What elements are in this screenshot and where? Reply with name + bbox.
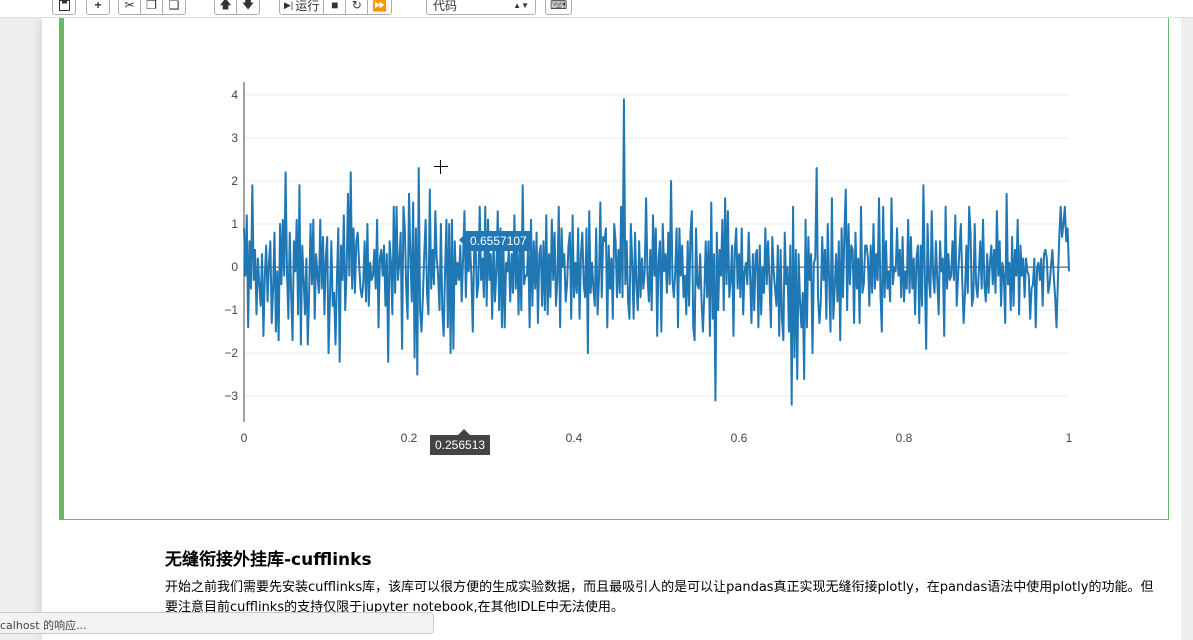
notebook-page: −3 −2 −1 0 1 2 3 4 0 0.2 0.4 0.6 0.8 1 0.6557107 0.2… (42, 18, 1181, 640)
notebook-toolbar: + ✂ ❐ ❏ 🡅 🡇 ▶| 运行 ■ ↻ ⏩ 代码 ▲▼ ⌨ (0, 0, 1193, 18)
command-palette-button[interactable]: ⌨ (546, 0, 571, 14)
scissors-icon: ✂ (124, 0, 135, 12)
move-down-button[interactable]: 🡇 (237, 0, 259, 14)
y-tick-label: 0 (231, 260, 238, 274)
chart-grid (244, 94, 1069, 397)
hover-y-value-label: 0.6557107 (465, 231, 532, 251)
line-chart[interactable]: −3 −2 −1 0 1 2 3 4 0 0.2 0.4 0.6 0.8 1 (64, 18, 1164, 518)
x-tick-label: 0 (241, 431, 248, 445)
markdown-heading: 无缝衔接外挂库-cufflinks (165, 550, 372, 570)
step-forward-icon: ▶| (284, 0, 294, 10)
hover-x-arrow (458, 429, 470, 435)
keyboard-button-group: ⌨ (545, 0, 573, 15)
cell-type-select[interactable]: 代码 ▲▼ (426, 0, 536, 15)
plus-icon: + (94, 0, 102, 12)
y-tick-label: −2 (224, 346, 238, 360)
y-tick-label: 4 (231, 88, 238, 102)
x-tick-label: 0.8 (896, 431, 913, 445)
y-tick-label: −1 (224, 303, 238, 317)
paste-icon: ❏ (168, 0, 180, 12)
move-button-group: 🡅 🡇 (214, 0, 260, 15)
restart-icon: ↻ (351, 0, 362, 12)
page-scrollbar[interactable] (1181, 18, 1193, 640)
keyboard-icon: ⌨ (550, 0, 568, 12)
run-button-label: 运行 (295, 0, 320, 13)
markdown-paragraph: 开始之前我们需要先安装cufflinks库，该库可以很方便的生成实验数据，而且最… (165, 580, 1154, 615)
fast-forward-icon: ⏩ (372, 0, 388, 12)
restart-button[interactable]: ↻ (346, 0, 369, 14)
browser-status-bar: calhost 的响应... (0, 612, 434, 634)
y-tick-label: 1 (231, 217, 238, 231)
floppy-disk-icon (58, 0, 70, 11)
hover-y-arrow (459, 234, 465, 246)
x-tick-label: 0.2 (401, 431, 418, 445)
arrow-up-icon: 🡅 (219, 0, 232, 11)
cut-button[interactable]: ✂ (119, 0, 141, 14)
series-line[interactable] (243, 98, 1070, 406)
x-tick-label: 1 (1066, 431, 1073, 445)
code-cell-output[interactable]: −3 −2 −1 0 1 2 3 4 0 0.2 0.4 0.6 0.8 1 0.6557107 0.2… (59, 18, 1169, 520)
edit-button-group: ✂ ❐ ❏ (118, 0, 186, 15)
insert-button-group: + (86, 0, 110, 15)
insert-cell-button[interactable]: + (87, 0, 109, 14)
y-axis-ticks: −3 −2 −1 0 1 2 3 4 (224, 88, 238, 403)
cell-type-select-value: 代码 (433, 0, 458, 13)
restart-run-all-button[interactable]: ⏩ (368, 0, 391, 14)
stop-icon: ■ (331, 0, 339, 12)
x-tick-label: 0.4 (566, 431, 583, 445)
x-tick-label: 0.6 (731, 431, 748, 445)
run-button-group: ▶| 运行 ■ ↻ ⏩ (279, 0, 393, 15)
save-button-group (52, 0, 76, 15)
interrupt-button[interactable]: ■ (324, 0, 347, 14)
run-button[interactable]: ▶| 运行 (280, 0, 325, 14)
select-arrows-icon: ▲▼ (513, 0, 529, 10)
crosshair-cursor-icon (434, 160, 448, 174)
y-tick-label: 3 (231, 131, 238, 145)
copy-icon: ❐ (146, 0, 157, 12)
y-tick-label: −3 (224, 389, 238, 403)
arrow-down-icon: 🡇 (241, 0, 255, 11)
move-up-button[interactable]: 🡅 (215, 0, 237, 14)
y-tick-label: 2 (231, 174, 238, 188)
save-button[interactable] (53, 0, 75, 14)
x-axis-ticks: 0 0.2 0.4 0.6 0.8 1 (241, 431, 1073, 445)
copy-button[interactable]: ❐ (141, 0, 163, 14)
hover-x-value-label: 0.256513 (430, 435, 491, 455)
paste-button[interactable]: ❏ (163, 0, 185, 14)
